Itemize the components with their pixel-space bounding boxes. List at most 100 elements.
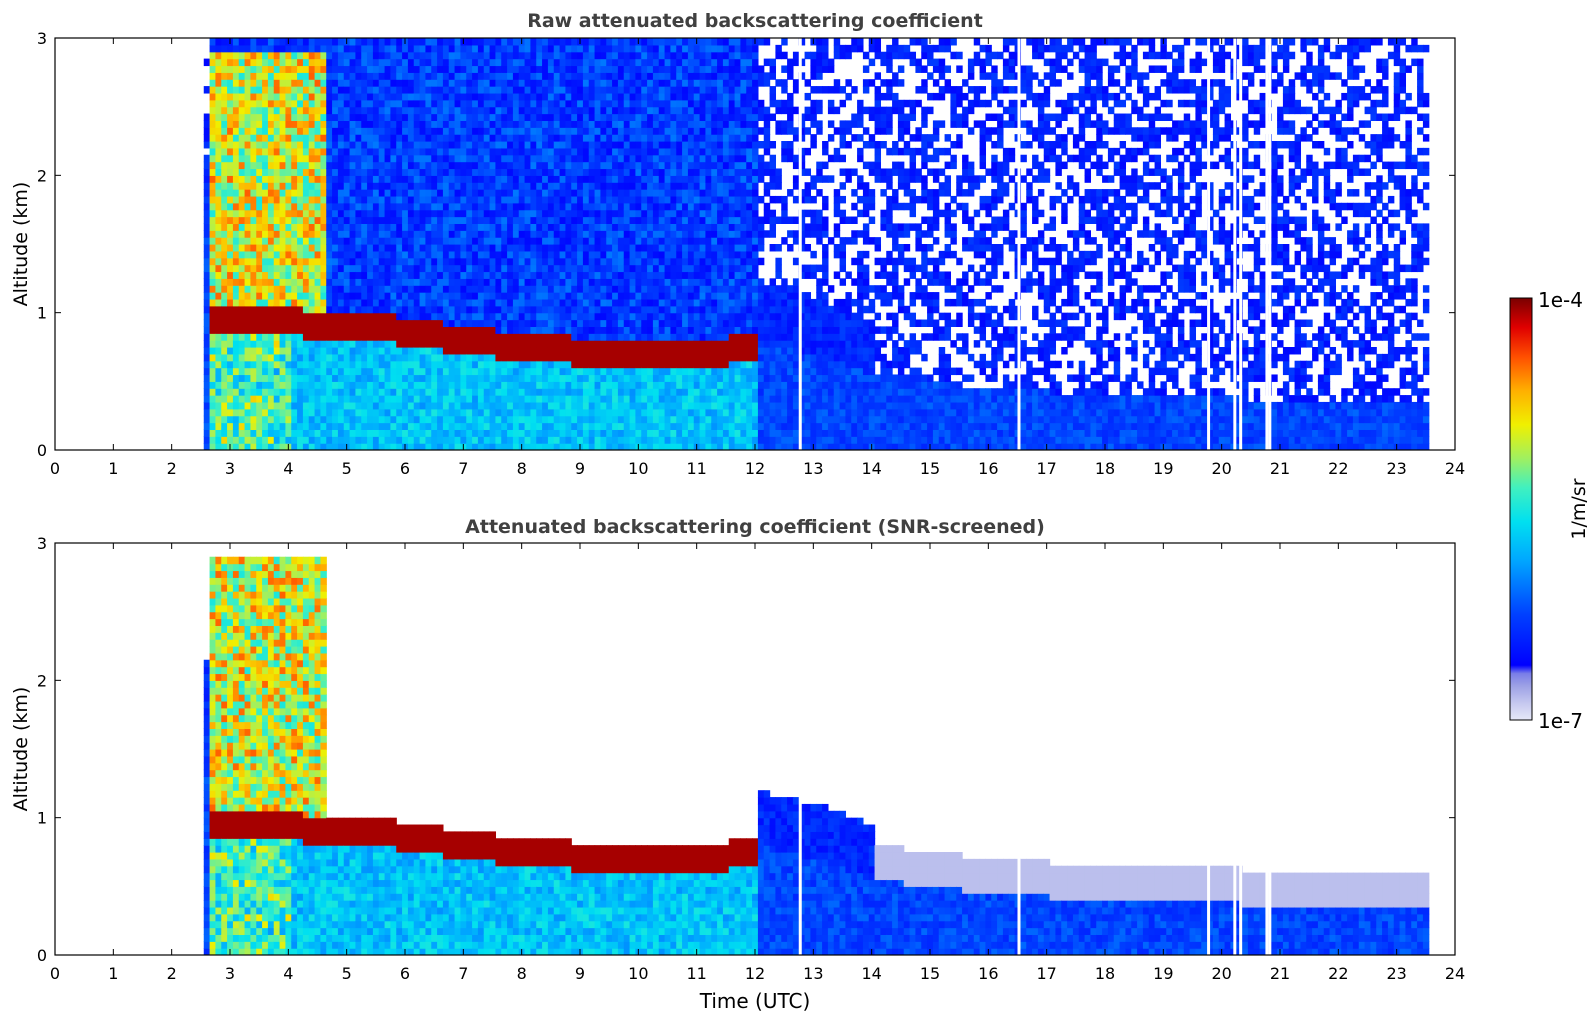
- heatmap-cell: [367, 388, 374, 396]
- heatmap-cell: [203, 436, 211, 444]
- heatmap-cell: [612, 86, 619, 94]
- heatmap-cell: [361, 209, 368, 218]
- heatmap-cell: [536, 79, 543, 87]
- heatmap-cell: [203, 298, 211, 307]
- heatmap-cell: [337, 147, 345, 156]
- heatmap-cell: [658, 44, 666, 53]
- heatmap-cell: [530, 237, 537, 245]
- heatmap-cell: [419, 72, 427, 80]
- heatmap-cell: [215, 168, 222, 176]
- heatmap-cell: [367, 292, 374, 300]
- heatmap-cell: [355, 51, 362, 60]
- heatmap-cell: [320, 113, 327, 121]
- heatmap-cell: [652, 257, 660, 266]
- heatmap-cell: [588, 44, 596, 53]
- heatmap-cell: [262, 72, 269, 80]
- heatmap-cell: [652, 209, 660, 218]
- heatmap-cell: [489, 285, 497, 293]
- heatmap-cell: [582, 429, 590, 437]
- heatmap-cell: [413, 312, 421, 321]
- heatmap-cell: [437, 209, 444, 218]
- heatmap-cell: [460, 223, 467, 231]
- heatmap-cell: [623, 223, 631, 231]
- heatmap-cell: [419, 189, 427, 197]
- heatmap-cell: [361, 65, 368, 73]
- heatmap-cell: [285, 367, 292, 376]
- heatmap-cell: [407, 134, 415, 142]
- heatmap-cell: [326, 408, 333, 417]
- heatmap-cell: [297, 360, 304, 369]
- heatmap-cell: [670, 436, 677, 444]
- heatmap-cell: [390, 360, 397, 369]
- heatmap-cell: [250, 51, 257, 60]
- heatmap-cell: [507, 319, 514, 327]
- heatmap-cell: [267, 202, 275, 211]
- heatmap-cell: [652, 347, 660, 355]
- heatmap-cell: [454, 86, 462, 94]
- heatmap-cell: [378, 237, 386, 245]
- heatmap-cell: [244, 237, 252, 245]
- heatmap-cell: [361, 72, 368, 80]
- heatmap-cell: [425, 237, 432, 245]
- heatmap-cell: [279, 72, 287, 80]
- heatmap-cell: [267, 38, 275, 46]
- heatmap-cell: [262, 305, 269, 314]
- heatmap-cell: [442, 395, 450, 403]
- heatmap-cell: [577, 422, 584, 430]
- heatmap-cell: [361, 257, 368, 266]
- heatmap-cell: [466, 99, 473, 108]
- heatmap-cell: [372, 92, 380, 101]
- heatmap-cell: [489, 388, 497, 396]
- heatmap-cell: [588, 79, 596, 87]
- heatmap-cell: [553, 244, 561, 252]
- heatmap-cell: [407, 230, 415, 238]
- heatmap-cell: [477, 44, 485, 53]
- heatmap-cell: [652, 244, 660, 252]
- heatmap-cell: [402, 298, 409, 307]
- heatmap-cell: [407, 216, 415, 224]
- heatmap-cell: [629, 367, 637, 376]
- heatmap-cell: [518, 141, 526, 149]
- heatmap-cell: [670, 147, 677, 156]
- heatmap-cell: [442, 333, 450, 341]
- heatmap-cell: [419, 298, 427, 307]
- heatmap-cell: [577, 367, 584, 376]
- heatmap-cell: [547, 86, 555, 94]
- heatmap-cell: [489, 292, 497, 300]
- heatmap-cell: [582, 51, 590, 60]
- heatmap-cell: [256, 141, 263, 149]
- heatmap-cell: [542, 147, 549, 156]
- heatmap-cell: [547, 388, 555, 396]
- heatmap-cell: [448, 106, 456, 115]
- heatmap-cell: [547, 312, 555, 321]
- heatmap-cell: [431, 312, 438, 321]
- heatmap-cell: [495, 154, 502, 163]
- heatmap-cell: [302, 429, 310, 437]
- heatmap-cell: [442, 436, 450, 444]
- heatmap-cell: [221, 319, 228, 327]
- heatmap-cell: [378, 353, 386, 362]
- heatmap-cell: [314, 182, 322, 190]
- heatmap-cell: [641, 415, 648, 424]
- heatmap-cell: [302, 278, 310, 286]
- heatmap-cell: [378, 436, 386, 444]
- heatmap-cell: [582, 312, 590, 321]
- heatmap-cell: [332, 38, 339, 46]
- heatmap-cell: [577, 305, 584, 314]
- heatmap-cell: [501, 298, 508, 307]
- heatmap-cell: [326, 264, 333, 273]
- heatmap-cell: [355, 367, 362, 376]
- heatmap-cell: [250, 271, 257, 279]
- heatmap-cell: [652, 51, 660, 60]
- heatmap-cell: [664, 257, 672, 266]
- heatmap-cell: [256, 326, 263, 334]
- heatmap-cell: [553, 292, 561, 300]
- heatmap-cell: [606, 353, 613, 362]
- heatmap-cell: [495, 147, 502, 156]
- heatmap-cell: [442, 360, 450, 369]
- heatmap-cell: [466, 195, 473, 204]
- heatmap-cell: [448, 395, 456, 403]
- heatmap-cell: [612, 443, 619, 450]
- heatmap-cell: [244, 401, 252, 410]
- heatmap-cell: [297, 168, 304, 176]
